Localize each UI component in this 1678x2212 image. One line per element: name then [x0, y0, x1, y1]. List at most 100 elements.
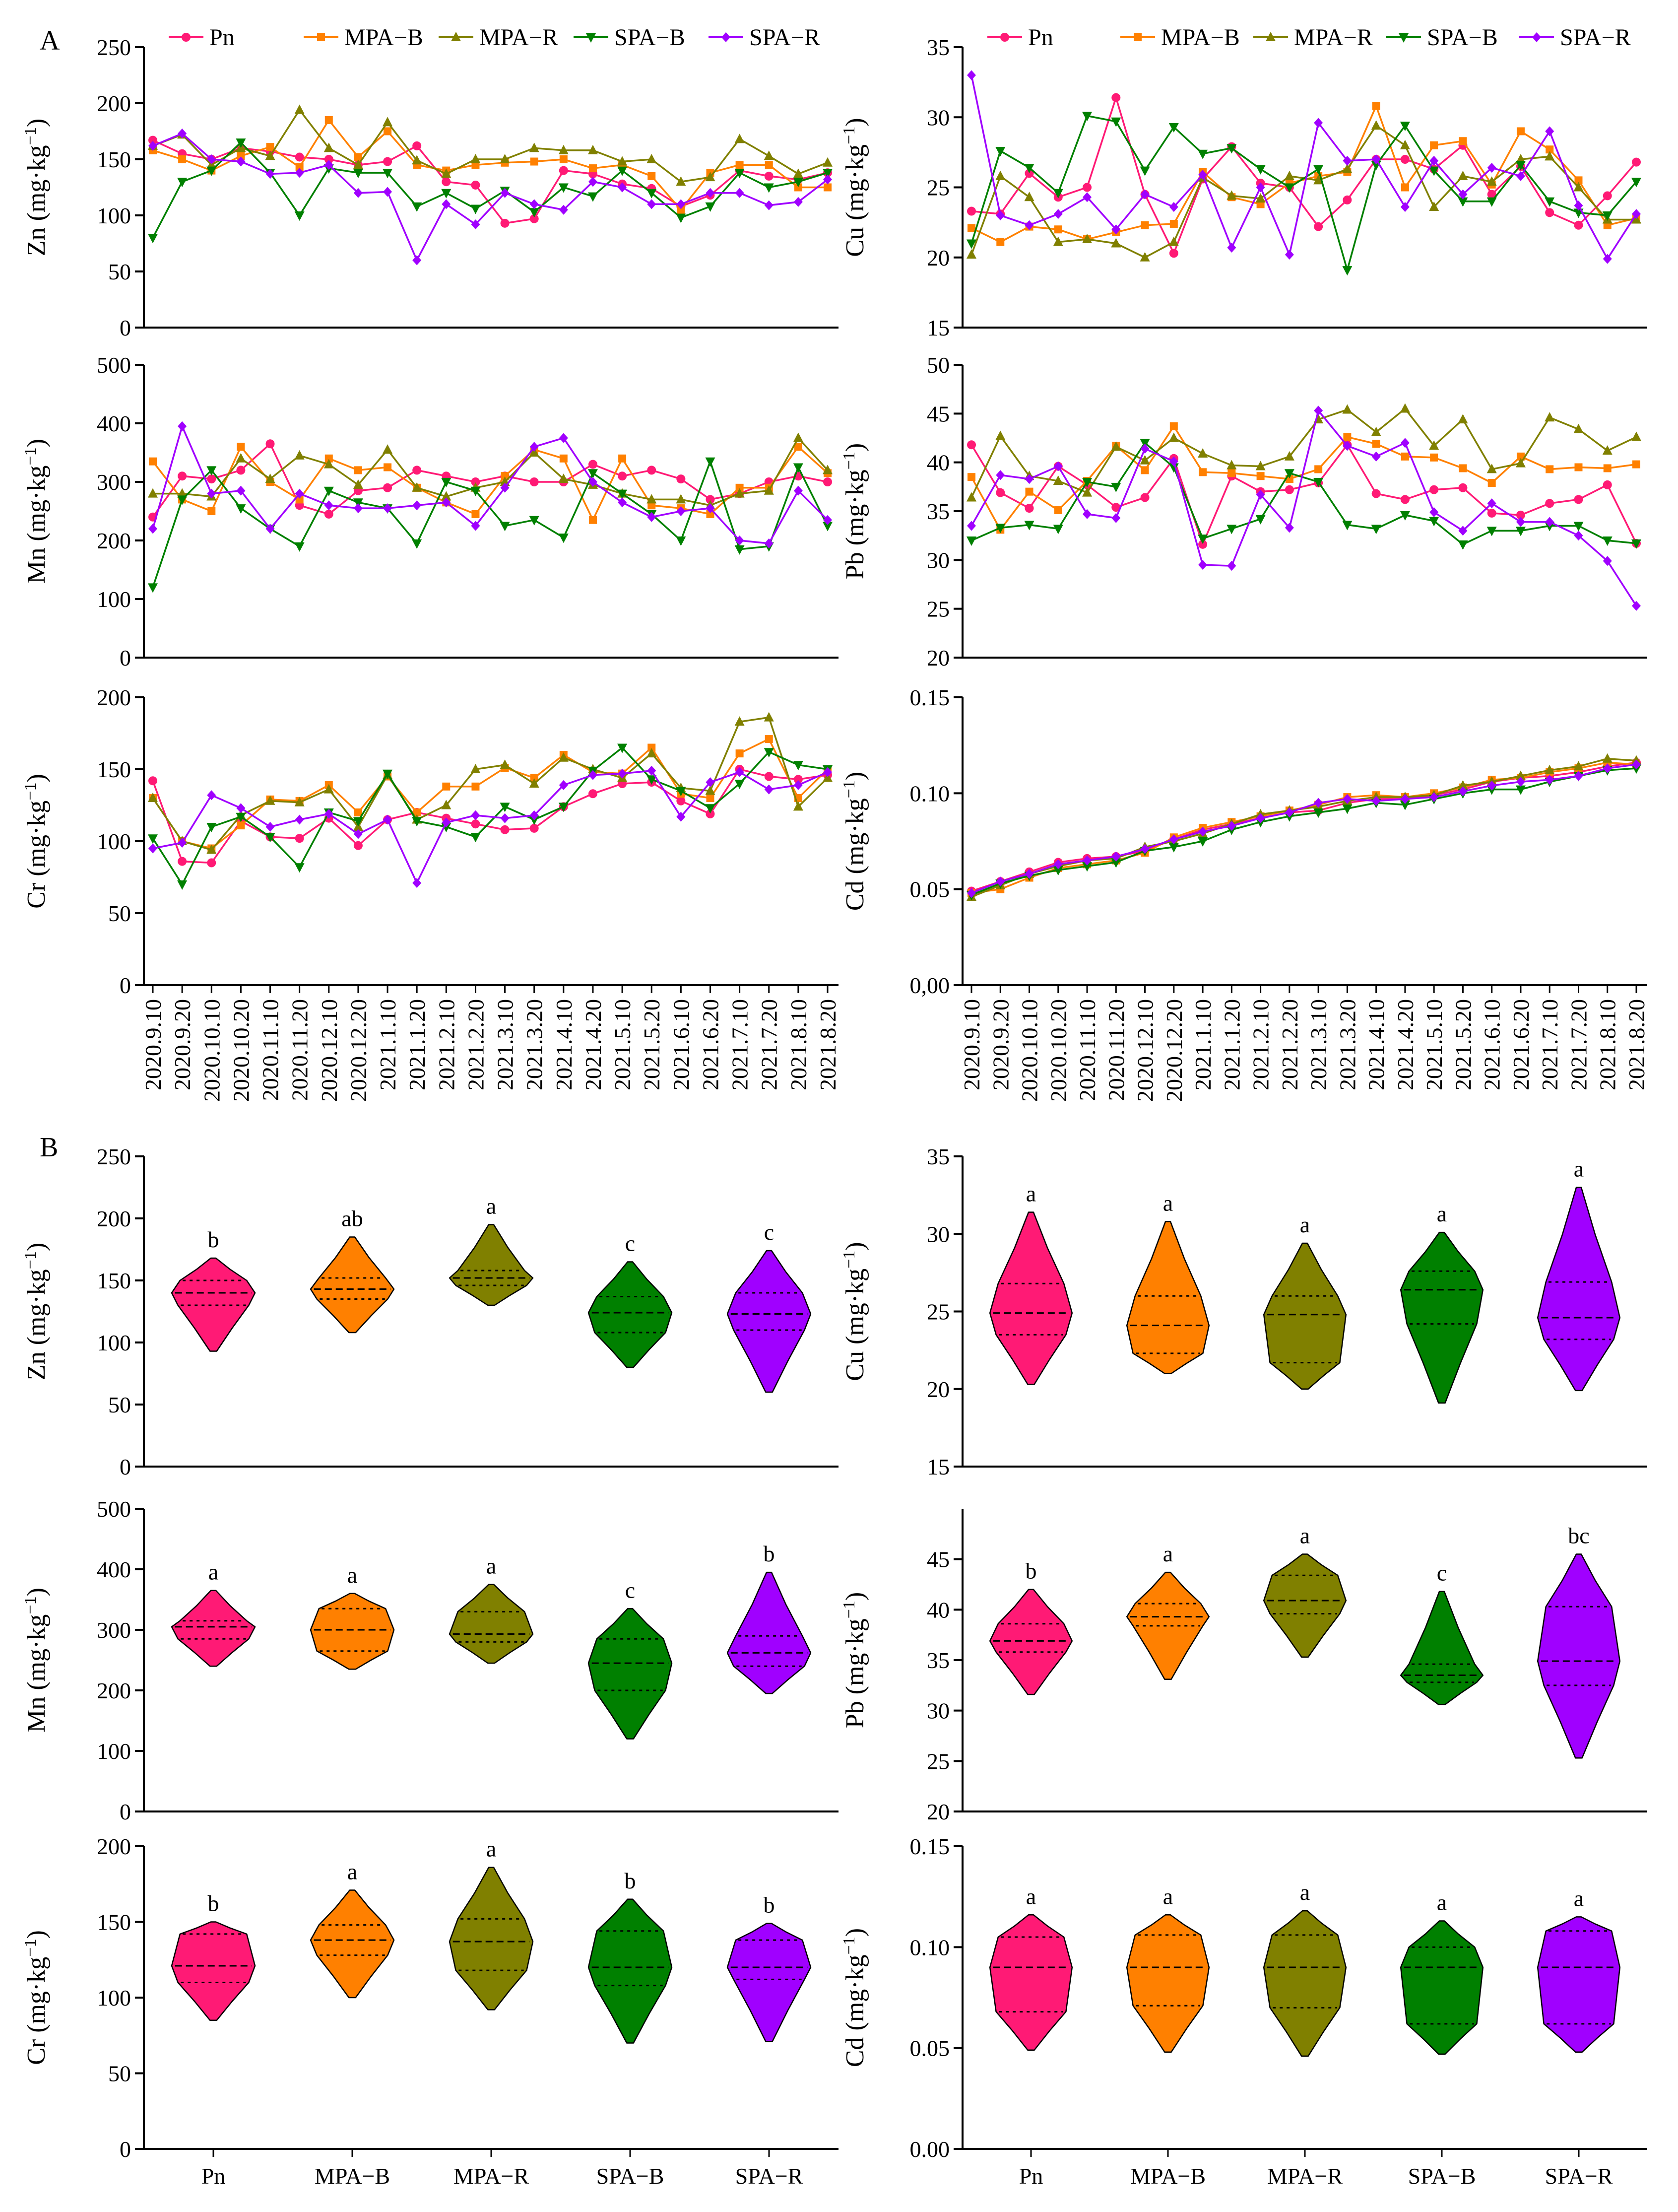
- data-point-mpa-r-mn: [265, 473, 275, 483]
- data-point-mpa-r-zn: [412, 155, 422, 165]
- data-point-spa-b-cu: [1486, 197, 1497, 207]
- data-point-spa-r-cd: [1400, 794, 1410, 804]
- data-point-spa-r-cd: [1429, 792, 1439, 803]
- data-point-mpa-b-mn: [706, 510, 714, 518]
- data-point-pn-pb: [1140, 493, 1150, 502]
- series-line-spa-b-zn: [152, 141, 828, 239]
- data-point-spa-b-pb: [1313, 478, 1324, 487]
- data-point-spa-b-pb: [1053, 525, 1063, 535]
- data-point-spa-b-cd: [1082, 862, 1093, 872]
- data-point-spa-r-cr: [764, 784, 774, 795]
- data-point-mpa-b-pb: [1401, 452, 1409, 461]
- series-line-spa-r-cu: [970, 75, 1637, 261]
- data-point-mpa-b-cr: [237, 821, 245, 830]
- series-line-pn-cu: [971, 94, 1637, 256]
- data-point-spa-r-zn: [295, 168, 304, 178]
- line-chart-cr: Cr (mg·kg−1) 0 50 100 150 200 2020.9.10 2020.9.…: [21, 685, 840, 1102]
- data-point-pn-pb: [1603, 480, 1612, 489]
- data-point-pn-pb: [996, 488, 1005, 497]
- data-point-mpa-r-cr: [734, 716, 745, 726]
- series-line-mpa-b-cu: [971, 103, 1637, 243]
- data-point-pn-pb: [1198, 539, 1208, 549]
- data-point-spa-r-pb: [1371, 451, 1381, 462]
- data-point-spa-b-cu: [1342, 266, 1353, 276]
- data-point-spa-r-mn: [324, 500, 333, 511]
- sig-letter-spa-r-cr: b: [764, 1892, 775, 1918]
- data-point-spa-b-cu: [1140, 166, 1150, 176]
- data-point-spa-b-mn: [148, 583, 158, 593]
- data-point-spa-b-pb: [1458, 540, 1468, 550]
- data-point-spa-r-zn: [353, 188, 363, 198]
- data-point-spa-r-cu: [1487, 162, 1496, 173]
- data-point-spa-r-mn: [265, 524, 275, 534]
- data-point-pn-cu: [1487, 190, 1496, 199]
- data-point-spa-r-mn: [618, 497, 627, 508]
- sig-letter-spa-b-cr: b: [625, 1868, 636, 1893]
- data-point-spa-b-cr: [148, 834, 158, 844]
- data-point-mpa-r-mn: [676, 494, 686, 504]
- data-point-mpa-r-cu: [1429, 201, 1439, 211]
- data-point-spa-b-cd: [1198, 837, 1208, 847]
- y-tick-label-cd: 0,00: [910, 973, 950, 998]
- data-point-pn-cu: [1314, 222, 1323, 231]
- data-point-pn-zn: [529, 214, 539, 223]
- data-point-mpa-r-cr: [764, 712, 774, 722]
- data-point-spa-r-cu: [996, 210, 1005, 220]
- violin-pn-mn: [171, 1590, 256, 1667]
- y-tick-label-zn: 0: [120, 1454, 131, 1479]
- data-point-spa-b-zn: [587, 192, 598, 202]
- data-point-mpa-b-zn: [647, 172, 656, 180]
- x-tick-label-cr: 2021.7.10: [727, 999, 753, 1090]
- data-point-mpa-r-cu: [1226, 190, 1237, 200]
- sig-letter-mpa-r-mn: a: [486, 1553, 496, 1579]
- x-tick-label-cd: 2021.7.10: [1537, 999, 1562, 1090]
- data-point-spa-r-mn: [383, 503, 392, 514]
- series-line-spa-r-pb: [970, 408, 1637, 606]
- y-axis-label-cu: Cu (mg·kg−1): [840, 118, 869, 257]
- data-point-spa-b-mn: [177, 495, 188, 505]
- violin-mpa-r-zn: [449, 1224, 534, 1306]
- data-point-spa-b-mn: [734, 545, 745, 555]
- violin-spa-b-cd: [1400, 1920, 1484, 2055]
- data-point-spa-b-cr: [412, 817, 422, 827]
- data-point-spa-r-pb: [1227, 561, 1236, 571]
- data-point-pn-zn: [148, 135, 157, 145]
- data-point-pn-mn: [618, 471, 627, 481]
- y-tick-label-cr: 0: [120, 2137, 131, 2162]
- data-point-mpa-r-cu: [1545, 151, 1555, 161]
- data-point-mpa-b-mn: [794, 443, 802, 451]
- data-point-pn-pb: [1516, 510, 1525, 520]
- group-label-cd: MPA−R: [1267, 2163, 1343, 2189]
- data-point-mpa-b-pb: [1054, 506, 1062, 515]
- sig-letter-mpa-r-cd: a: [1300, 1879, 1310, 1905]
- data-point-mpa-r-pb: [1111, 441, 1121, 451]
- data-point-mpa-b-zn: [178, 155, 187, 163]
- y-tick-label-cu: 35: [927, 35, 950, 60]
- data-point-mpa-r-pb: [1400, 403, 1410, 413]
- data-point-spa-b-cr: [177, 880, 188, 890]
- y-tick-label-cu: 15: [927, 1454, 950, 1479]
- data-point-spa-b-cd: [1168, 843, 1179, 853]
- y-tick-label-cr: 150: [97, 757, 131, 782]
- data-point-pn-cu: [1574, 220, 1583, 230]
- y-tick-label-cu: 30: [927, 1221, 950, 1247]
- data-point-spa-r-pb: [1487, 498, 1496, 509]
- data-point-spa-b-pb: [1631, 539, 1641, 549]
- data-point-spa-r-zn: [764, 200, 774, 210]
- data-point-mpa-r-zn: [587, 144, 598, 154]
- data-point-spa-b-pb: [995, 524, 1006, 534]
- data-point-spa-b-cr: [383, 769, 393, 779]
- x-tick-label-cd: 2021.7.20: [1566, 999, 1591, 1090]
- data-point-spa-b-pb: [1515, 527, 1526, 536]
- data-point-mpa-r-pb: [1082, 487, 1093, 497]
- data-point-spa-r-pb: [1198, 560, 1208, 570]
- data-point-spa-r-pb: [1111, 513, 1121, 523]
- y-tick-label-mn: 300: [97, 469, 131, 495]
- sig-letter-spa-b-mn: c: [625, 1577, 635, 1603]
- data-point-spa-b-zn: [705, 202, 715, 212]
- data-point-mpa-b-mn: [324, 454, 333, 463]
- y-axis-label-mn: Mn (mg·kg−1): [21, 439, 51, 584]
- violin-pn-cd: [989, 1914, 1073, 2051]
- data-point-pn-mn: [823, 477, 832, 486]
